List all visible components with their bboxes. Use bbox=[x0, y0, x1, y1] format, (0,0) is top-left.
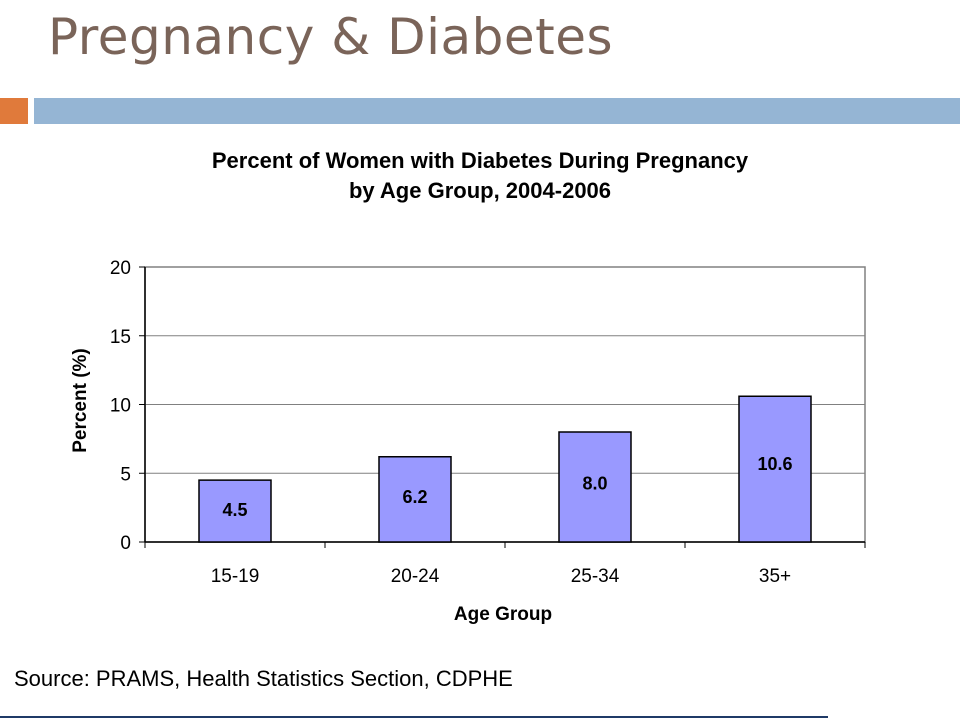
bar bbox=[378, 456, 452, 543]
bottom-divider bbox=[0, 716, 828, 718]
bar bbox=[198, 479, 272, 543]
y-axis-title: Percent (%) bbox=[70, 348, 91, 453]
data-label: 10.6 bbox=[757, 454, 792, 474]
accent-square bbox=[0, 98, 28, 124]
title-bar bbox=[34, 98, 960, 124]
x-tick-label: 15-19 bbox=[211, 566, 260, 587]
y-tick-label: 5 bbox=[120, 464, 131, 485]
chart-title-line-2: by Age Group, 2004-2006 bbox=[348, 178, 612, 203]
x-tick-label: 35+ bbox=[759, 566, 791, 587]
x-tick-label: 20-24 bbox=[391, 566, 440, 587]
data-label: 6.2 bbox=[402, 487, 427, 507]
chart-title-line-1: Percent of Women with Diabetes During Pr… bbox=[211, 148, 749, 173]
data-label: 8.0 bbox=[582, 474, 607, 494]
y-tick-label: 0 bbox=[120, 533, 131, 554]
y-tick-label: 10 bbox=[110, 396, 131, 417]
bar bbox=[558, 431, 632, 543]
x-tick-label: 25-34 bbox=[571, 566, 620, 587]
bar bbox=[738, 395, 812, 543]
y-tick-label: 20 bbox=[110, 258, 131, 279]
y-tick-label: 15 bbox=[110, 327, 131, 348]
x-axis-title: Age Group bbox=[454, 604, 552, 625]
slide-title: Pregnancy & Diabetes bbox=[48, 8, 614, 66]
source-note: Source: PRAMS, Health Statistics Section… bbox=[14, 666, 513, 691]
data-label: 4.5 bbox=[222, 500, 247, 520]
chart-title: Percent of Women with Diabetes During Pr… bbox=[60, 146, 900, 206]
